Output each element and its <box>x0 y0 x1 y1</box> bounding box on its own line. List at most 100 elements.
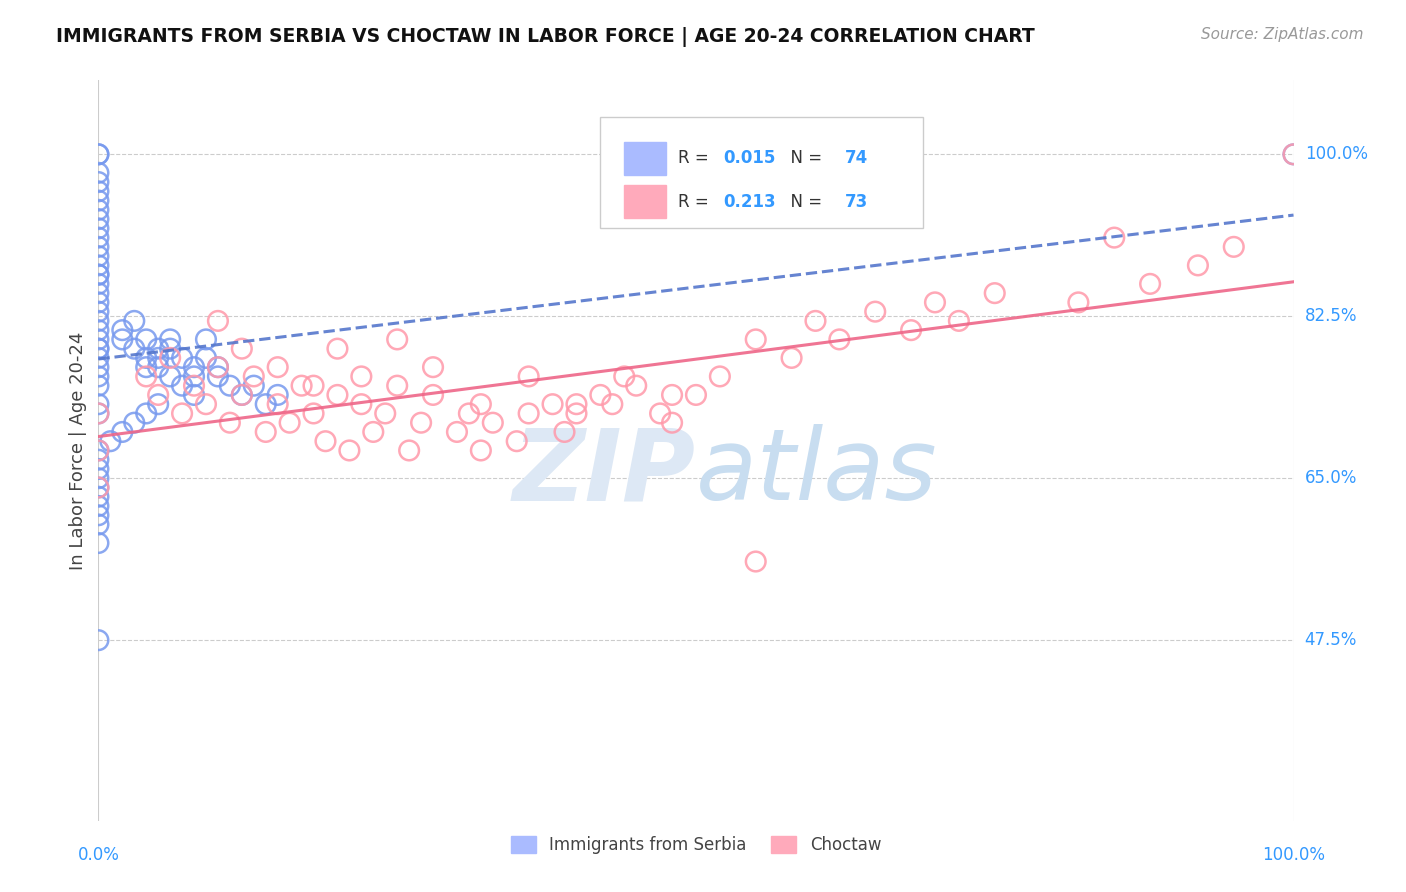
Point <box>828 332 851 346</box>
Text: 0.213: 0.213 <box>724 193 776 211</box>
Point <box>87 342 110 356</box>
Point <box>648 407 672 421</box>
Point <box>87 314 110 328</box>
Text: ZIP: ZIP <box>513 425 696 521</box>
Point <box>446 425 468 439</box>
Point <box>1282 147 1305 161</box>
Text: 0.015: 0.015 <box>724 149 776 168</box>
Point <box>267 397 290 411</box>
Point <box>87 397 110 411</box>
Point <box>87 407 110 421</box>
Point <box>135 407 157 421</box>
Point <box>745 332 768 346</box>
Point <box>159 332 181 346</box>
Point <box>87 351 110 365</box>
Text: 73: 73 <box>845 193 869 211</box>
Point <box>195 397 218 411</box>
Text: R =: R = <box>678 193 714 211</box>
Point <box>602 397 624 411</box>
Point <box>661 416 683 430</box>
Point <box>339 443 361 458</box>
Point <box>87 499 110 513</box>
Point <box>626 378 648 392</box>
Point <box>661 388 683 402</box>
Point <box>87 490 110 504</box>
Point <box>231 388 253 402</box>
Point <box>481 416 505 430</box>
Point <box>87 407 110 421</box>
Point <box>87 240 110 254</box>
Point <box>124 314 146 328</box>
Point <box>470 443 492 458</box>
Point <box>243 369 266 384</box>
Point <box>87 633 110 648</box>
Point <box>87 175 110 189</box>
Point <box>87 268 110 282</box>
Point <box>302 378 325 392</box>
Point <box>172 351 194 365</box>
Point <box>1187 259 1209 273</box>
Point <box>267 360 290 375</box>
Point <box>148 388 170 402</box>
Point <box>87 481 110 495</box>
Point <box>900 323 922 337</box>
Point <box>780 351 803 365</box>
Point <box>111 332 134 346</box>
Point <box>183 388 205 402</box>
Point <box>315 434 337 449</box>
Point <box>254 397 277 411</box>
Point <box>374 407 396 421</box>
Point <box>709 369 731 384</box>
Point <box>231 342 253 356</box>
Point <box>87 277 110 291</box>
Point <box>87 147 110 161</box>
Point <box>148 397 170 411</box>
Text: Source: ZipAtlas.com: Source: ZipAtlas.com <box>1201 27 1364 42</box>
Point <box>243 378 266 392</box>
Point <box>470 397 492 411</box>
Point <box>87 481 110 495</box>
Text: 82.5%: 82.5% <box>1305 307 1357 326</box>
Text: 65.0%: 65.0% <box>1305 469 1357 487</box>
Point <box>135 369 157 384</box>
Point <box>517 407 540 421</box>
Point <box>1139 277 1161 291</box>
Point <box>87 194 110 208</box>
Point <box>1104 230 1126 244</box>
Text: N =: N = <box>779 193 827 211</box>
Point <box>87 286 110 301</box>
Point <box>207 369 229 384</box>
Point <box>326 342 349 356</box>
Point <box>363 425 385 439</box>
Point <box>148 351 170 365</box>
Text: 100.0%: 100.0% <box>1305 145 1368 163</box>
Point <box>87 259 110 273</box>
Point <box>745 554 768 569</box>
Point <box>398 443 420 458</box>
Point <box>87 508 110 523</box>
Point <box>135 360 157 375</box>
Point <box>172 407 194 421</box>
Point <box>87 369 110 384</box>
Point <box>148 342 170 356</box>
Point <box>291 378 314 392</box>
Point <box>207 314 229 328</box>
Point <box>541 397 564 411</box>
Point <box>924 295 946 310</box>
Text: 47.5%: 47.5% <box>1305 632 1357 649</box>
Point <box>385 378 409 392</box>
Point <box>87 221 110 235</box>
Point <box>87 536 110 550</box>
Point <box>506 434 529 449</box>
Point <box>87 443 110 458</box>
Text: N =: N = <box>779 149 827 168</box>
Point <box>135 332 157 346</box>
Y-axis label: In Labor Force | Age 20-24: In Labor Force | Age 20-24 <box>69 331 87 570</box>
Point <box>87 147 110 161</box>
Text: 0.0%: 0.0% <box>77 846 120 863</box>
Point <box>87 517 110 532</box>
Point <box>87 166 110 180</box>
Point <box>172 378 194 392</box>
Point <box>267 388 290 402</box>
Point <box>87 462 110 476</box>
